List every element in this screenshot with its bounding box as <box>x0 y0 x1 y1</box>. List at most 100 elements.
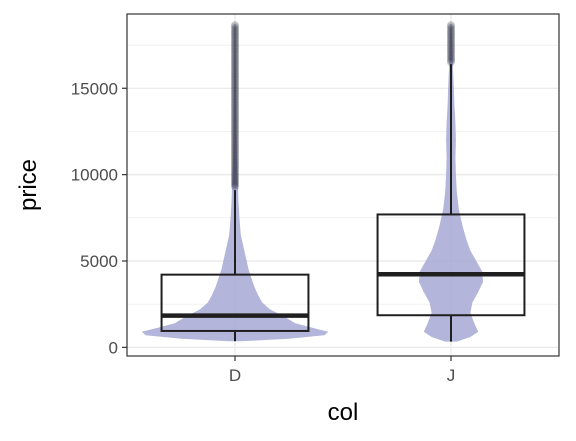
outlier-point-D <box>231 73 239 82</box>
outlier-point-D <box>231 153 239 162</box>
outlier-point-D <box>231 55 239 64</box>
outlier-point-D <box>231 61 239 70</box>
outlier-point-D <box>231 167 239 176</box>
outlier-point-J <box>447 27 455 36</box>
outlier-point-D <box>231 125 239 134</box>
outlier-point-J <box>447 55 455 64</box>
outlier-point-D <box>231 120 239 129</box>
outlier-point-D <box>231 103 239 112</box>
outlier-point-J <box>447 33 455 42</box>
outlier-point-J <box>447 38 455 47</box>
outlier-point-D <box>231 56 239 65</box>
outlier-point-D <box>231 35 239 44</box>
outlier-point-D <box>231 41 239 50</box>
outlier-point-D <box>231 115 239 124</box>
outlier-point-D <box>231 164 239 173</box>
outlier-point-J <box>447 39 455 48</box>
outlier-point-D <box>231 146 239 155</box>
violin-D <box>141 24 329 342</box>
outlier-point-D <box>231 129 239 138</box>
outlier-point-D <box>231 112 239 121</box>
outlier-point-D <box>231 109 239 118</box>
outlier-point-D <box>231 106 239 115</box>
outlier-point-D <box>231 137 239 146</box>
outlier-point-D <box>231 80 239 89</box>
outlier-point-D <box>231 91 239 100</box>
outlier-point-D <box>231 118 239 127</box>
grid-lines <box>127 14 559 356</box>
outlier-point-D <box>231 114 239 123</box>
outlier-point-D <box>231 77 239 86</box>
outlier-point-D <box>231 101 239 110</box>
outlier-point-D <box>231 145 239 154</box>
outlier-point-D <box>231 22 239 31</box>
outlier-point-D <box>231 47 239 56</box>
y-tick-label: 0 <box>109 338 118 357</box>
outlier-point-D <box>231 95 239 104</box>
outlier-point-D <box>231 98 239 107</box>
outlier-point-D <box>231 179 239 188</box>
outlier-point-D <box>231 52 239 61</box>
outlier-point-J <box>447 47 455 56</box>
outlier-point-J <box>447 56 455 65</box>
outlier-point-D <box>231 170 239 179</box>
outlier-point-D <box>231 159 239 168</box>
outlier-point-D <box>231 178 239 187</box>
outlier-point-J <box>447 22 455 31</box>
outlier-point-D <box>231 105 239 113</box>
outlier-point-D <box>231 122 239 131</box>
outlier-point-D <box>231 64 239 73</box>
outlier-point-J <box>447 45 455 54</box>
outlier-point-D <box>231 171 239 180</box>
outlier-point-J <box>447 35 455 44</box>
outlier-point-D <box>231 50 239 59</box>
outlier-point-D <box>231 165 239 174</box>
outlier-point-D <box>231 45 239 54</box>
outlier-point-D <box>231 132 239 141</box>
outlier-point-J <box>447 52 455 61</box>
outlier-point-D <box>231 182 239 191</box>
outlier-point-D <box>231 111 239 120</box>
outlier-point-J <box>447 31 455 40</box>
outlier-point-D <box>231 148 239 157</box>
outlier-point-D <box>231 157 239 166</box>
outlier-point-D <box>231 134 239 143</box>
outlier-point-D <box>231 139 239 148</box>
outlier-point-J <box>447 24 455 33</box>
outlier-point-D <box>231 58 239 67</box>
outlier-point-D <box>231 94 239 103</box>
outlier-point-D <box>231 83 239 92</box>
box-D <box>160 273 310 332</box>
outlier-point-D <box>231 53 239 62</box>
outlier-point-D <box>231 100 239 109</box>
outlier-point-D <box>231 117 239 126</box>
outlier-point-J <box>447 25 455 34</box>
axes: 0 5000 10000 15000 D J <box>71 79 456 385</box>
y-tick-label: 5000 <box>80 252 118 271</box>
boxplots <box>160 64 526 342</box>
outlier-point-J <box>447 53 455 62</box>
outlier-point-D <box>231 174 239 183</box>
y-tick-label: 15000 <box>71 79 118 98</box>
outlier-point-J <box>447 50 455 59</box>
outlier-point-D <box>231 27 239 36</box>
outlier-point-D <box>231 69 239 78</box>
y-tick-label: 10000 <box>71 166 118 185</box>
outlier-point-D <box>231 81 239 90</box>
outlier-point-D <box>231 143 239 152</box>
outlier-point-D <box>231 128 239 137</box>
outlier-point-D <box>231 86 239 95</box>
outlier-point-D <box>231 131 239 140</box>
outlier-point-D <box>231 108 239 117</box>
outlier-point-D <box>231 160 239 169</box>
outlier-point-D <box>231 42 239 51</box>
outlier-point-D <box>231 89 239 98</box>
outlier-point-D <box>231 84 239 93</box>
outlier-point-D <box>231 87 239 96</box>
outlier-point-D <box>231 49 239 58</box>
outlier-point-D <box>231 33 239 42</box>
outlier-points <box>231 21 455 191</box>
outlier-point-D <box>231 136 239 145</box>
outlier-point-D <box>231 67 239 76</box>
